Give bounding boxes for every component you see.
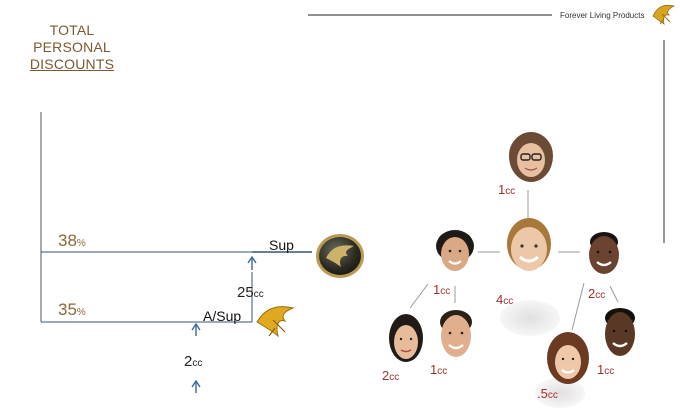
- forever-eagle-logo-icon: [652, 4, 676, 26]
- team-cc-right-down-left: .5cc: [537, 386, 558, 401]
- brand-name: Forever Living Products: [560, 11, 645, 20]
- avatar-left-down-left: [389, 314, 423, 362]
- title-line-3: DISCOUNTS: [29, 56, 115, 72]
- avatar-center: [507, 218, 551, 271]
- level-label-asup: A/Sup: [203, 308, 242, 324]
- title-line-1: TOTAL: [49, 22, 95, 38]
- page-title: TOTAL PERSONAL DISCOUNTS: [22, 22, 122, 73]
- avatar-top: [509, 132, 553, 182]
- title-line-2: PERSONAL: [33, 39, 111, 55]
- requirement-2cc: 2cc: [184, 353, 203, 370]
- team-cc-right-down-right: 1cc: [597, 362, 615, 377]
- team-cc-left-down-right: 1cc: [430, 362, 448, 377]
- avatar-right: [589, 232, 619, 274]
- face-shadow: [500, 300, 560, 336]
- level-label-sup: Sup: [269, 237, 294, 253]
- face-shadow: [535, 378, 585, 408]
- team-cc-left-down-left: 2cc: [382, 368, 400, 383]
- gold-eagle-icon: [256, 306, 295, 338]
- avatar-right-down-left: [547, 332, 589, 384]
- percent-35: 35%: [58, 300, 86, 319]
- percent-38: 38%: [58, 231, 86, 250]
- team-cc-top: 1cc: [498, 182, 516, 197]
- avatar-left: [436, 230, 474, 271]
- team-cc-center: 4cc: [496, 292, 514, 307]
- avatar-left-down-right: [440, 310, 472, 357]
- team-cc-left: 1cc: [433, 282, 451, 297]
- avatar-right-down-right: [605, 308, 635, 356]
- requirement-25cc: 25cc: [237, 284, 264, 301]
- team-cc-right: 2cc: [588, 286, 606, 301]
- supervisor-medal-icon: [316, 234, 364, 278]
